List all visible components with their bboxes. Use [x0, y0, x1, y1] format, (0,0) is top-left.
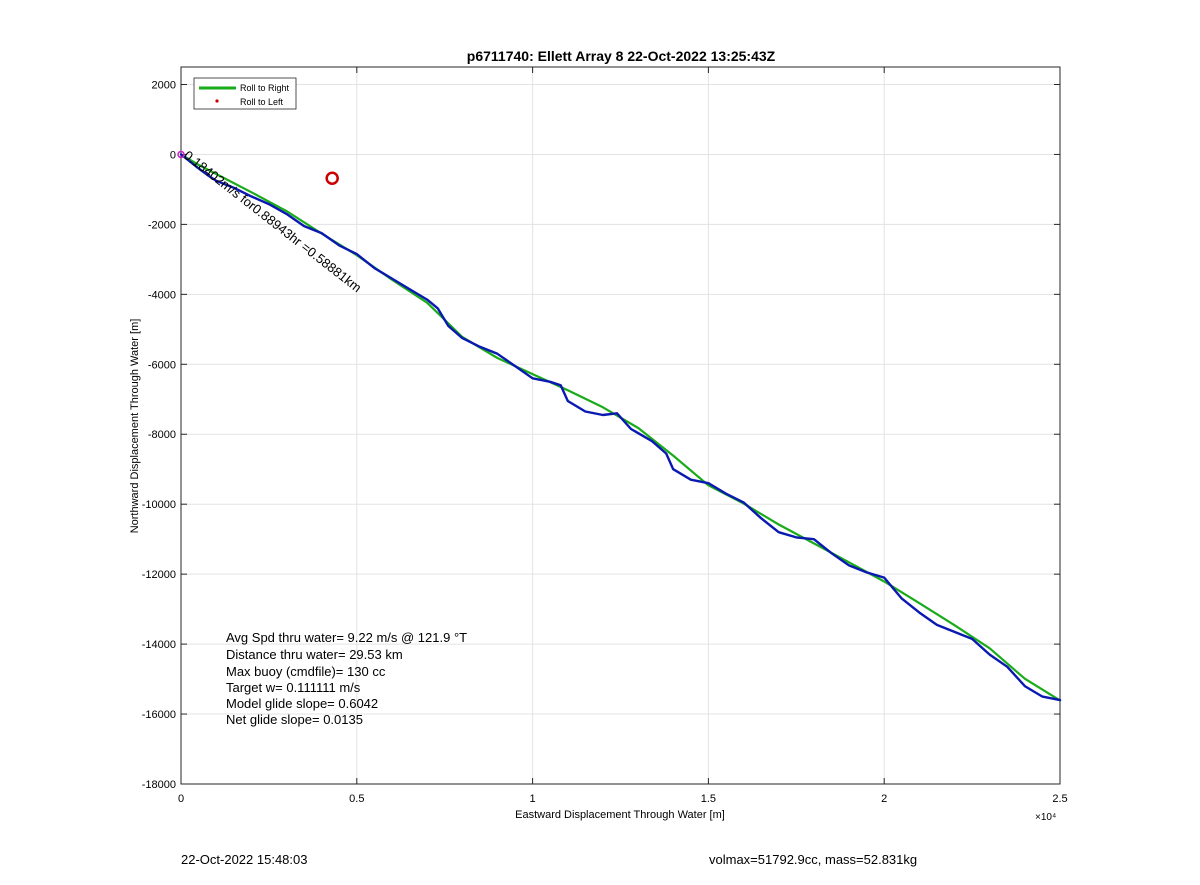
- red-circle-marker: [325, 171, 339, 185]
- annotation-target-w: Target w= 0.111111 m/s: [226, 680, 361, 695]
- y-tick-label: 2000: [152, 79, 176, 91]
- footer-vol-mass: volmax=51792.9cc, mass=52.831kg: [709, 852, 918, 867]
- chart-title: p6711740: Ellett Array 8 22-Oct-2022 13:…: [467, 48, 776, 64]
- x-tick-label: 1: [530, 793, 536, 805]
- x-tick-label: 0: [178, 793, 184, 805]
- series-track-line: [179, 153, 1062, 702]
- annotation-distance: Distance thru water= 29.53 km: [226, 647, 403, 662]
- y-tick-label: -8000: [148, 429, 176, 441]
- footer-timestamp: 22-Oct-2022 15:48:03: [181, 852, 308, 867]
- rotated-label: 0.18402m/s for0.88943hr =0.58881km: [181, 148, 364, 296]
- x-tick-label: 2.5: [1052, 793, 1067, 805]
- x-exponent-label: ×10⁴: [1035, 812, 1056, 823]
- tick-layer: 0 0.5 1 1.5 2 2.5 2000 0 -2000 -4000 -6000 -8000 -10…: [142, 67, 1068, 805]
- annotation-model-glide: Model glide slope= 0.6042: [226, 696, 378, 711]
- x-tick-label: 1.5: [701, 793, 716, 805]
- x-tick-label: 2: [881, 793, 887, 805]
- annotation-box: Avg Spd thru water= 9.22 m/s @ 121.9 °T …: [226, 630, 467, 727]
- legend-box: [193, 77, 297, 110]
- y-tick-label: -18000: [142, 779, 176, 791]
- legend: Roll to Right Roll to Left: [193, 77, 297, 110]
- legend-label-roll-right: Roll to Right: [240, 83, 290, 93]
- y-tick-label: -10000: [142, 499, 176, 511]
- series-layer: [177, 150, 1062, 702]
- plot-frame: [180, 66, 1061, 785]
- y-axis-label: Northward Displacement Through Water [m]: [129, 319, 141, 534]
- start-marker: [177, 150, 185, 159]
- y-tick-label: -6000: [148, 359, 176, 371]
- y-tick-label: -14000: [142, 639, 176, 651]
- annotation-max-buoy: Max buoy (cmdfile)= 130 cc: [226, 664, 386, 679]
- legend-label-roll-left: Roll to Left: [240, 97, 284, 107]
- x-axis-label: Eastward Displacement Through Water [m]: [515, 809, 725, 821]
- y-tick-label: -2000: [148, 219, 176, 231]
- y-tick-label: -16000: [142, 709, 176, 721]
- y-tick-label: 0: [170, 149, 176, 161]
- y-tick-label: -4000: [148, 289, 176, 301]
- annotation-avg-speed: Avg Spd thru water= 9.22 m/s @ 121.9 °T: [226, 630, 467, 645]
- x-tick-label: 0.5: [349, 793, 364, 805]
- annotation-net-glide: Net glide slope= 0.0135: [226, 712, 363, 727]
- y-tick-label: -12000: [142, 569, 176, 581]
- series-roll-right-line: [179, 153, 1062, 702]
- legend-swatch-roll-left: [215, 99, 219, 103]
